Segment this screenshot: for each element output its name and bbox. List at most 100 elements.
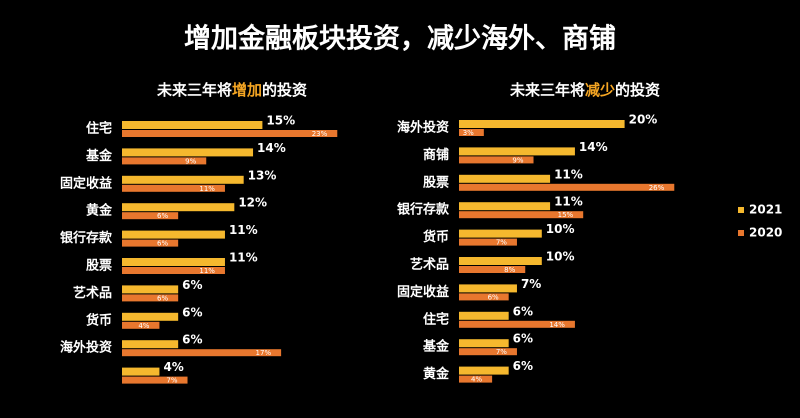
value-label: 13% (248, 168, 277, 182)
bar-2021 (122, 312, 179, 321)
subtitle-part: 增加 (232, 81, 262, 99)
bar-2021 (459, 366, 509, 375)
bar-2020 (122, 239, 179, 247)
bar-2020 (459, 293, 509, 301)
y-tick-label: 黄金 (86, 203, 113, 219)
value-label: 14% (549, 321, 565, 329)
bar-2020 (122, 294, 179, 302)
subtitle-part: 的投资 (615, 81, 660, 99)
value-label: 14% (579, 140, 608, 154)
value-label: 6% (513, 332, 533, 346)
value-label: 6% (182, 305, 202, 319)
value-label: 11% (229, 223, 258, 237)
bar-2021 (122, 230, 225, 239)
y-tick-label: 海外投资 (60, 340, 112, 356)
subtitle-part: 的投资 (262, 81, 307, 99)
value-label: 23% (312, 130, 328, 138)
y-tick-label: 住宅 (423, 311, 449, 327)
value-label: 9% (185, 157, 196, 165)
bar-2020 (122, 349, 282, 357)
y-tick-label: 银行存款 (60, 230, 113, 246)
value-label: 9% (512, 156, 523, 164)
y-tick-label: 海外投资 (397, 120, 449, 136)
value-label: 10% (546, 250, 575, 264)
value-label: 3% (463, 129, 474, 137)
bar-2021 (459, 284, 517, 293)
value-label: 11% (199, 267, 215, 275)
value-label: 4% (138, 322, 149, 330)
bar-2021 (459, 257, 542, 265)
bar-2020 (122, 376, 188, 384)
subtitle-part: 减少 (585, 81, 615, 99)
bar-2021 (459, 339, 509, 348)
bar-2021 (459, 120, 625, 128)
value-label: 14% (257, 141, 286, 155)
value-label: 8% (504, 266, 515, 274)
value-label: 6% (157, 294, 168, 302)
value-label: 4% (163, 360, 183, 374)
y-tick-label: 基金 (85, 148, 113, 164)
bar-2020 (459, 129, 484, 136)
y-tick-label: 货币 (423, 229, 449, 245)
bar-2021 (122, 340, 179, 349)
bar-2021 (122, 367, 160, 376)
y-tick-label: 基金 (422, 339, 450, 355)
value-label: 7% (496, 239, 507, 247)
value-label: 20% (629, 113, 658, 127)
bar-2020 (459, 348, 517, 356)
bar-2021 (122, 148, 254, 157)
y-tick-label: 黄金 (423, 366, 450, 382)
value-label: 11% (554, 195, 583, 209)
bar-2020 (459, 183, 675, 191)
bar-2021 (122, 285, 179, 294)
bar-2021 (459, 147, 575, 156)
chart-subtitle: 未来三年将减少的投资 (509, 81, 660, 99)
bar-2021 (459, 174, 551, 183)
value-label: 11% (554, 167, 583, 181)
value-label: 6% (182, 278, 202, 292)
value-label: 6% (513, 359, 533, 373)
y-tick-label: 股票 (423, 174, 449, 190)
value-label: 15% (558, 211, 574, 219)
y-tick-label: 固定收益 (397, 284, 449, 300)
value-label: 17% (256, 349, 272, 357)
bar-2020 (122, 130, 338, 137)
legend-label: 2021 (749, 203, 782, 217)
value-label: 4% (471, 376, 482, 384)
y-tick-label: 银行存款 (397, 202, 450, 218)
bar-2021 (122, 121, 263, 129)
chart-subtitle: 未来三年将增加的投资 (156, 81, 307, 99)
bar-2020 (459, 238, 517, 246)
bar-2021 (459, 202, 551, 211)
legend-label: 2020 (749, 226, 782, 240)
value-label: 10% (546, 222, 575, 236)
bar-2020 (122, 157, 207, 165)
value-label: 6% (488, 293, 499, 301)
value-label: 26% (649, 184, 665, 192)
value-label: 7% (521, 277, 541, 291)
y-tick-label: 艺术品 (73, 285, 112, 301)
y-tick-label: 住宅 (86, 121, 112, 137)
value-label: 11% (229, 251, 258, 265)
bar-2020 (459, 320, 575, 328)
bar-2021 (122, 258, 225, 266)
subtitle-part: 未来三年将 (156, 81, 232, 99)
value-label: 6% (157, 212, 168, 220)
bar-2020 (122, 184, 225, 192)
bar-2020 (459, 266, 526, 273)
value-label: 15% (266, 114, 295, 128)
y-tick-label: 商铺 (423, 147, 449, 163)
bar-2020 (459, 156, 534, 164)
bar-2020 (459, 375, 493, 383)
legend-swatch (738, 207, 744, 213)
bar-2021 (122, 175, 244, 184)
bar-2021 (459, 229, 542, 238)
page-title: 增加金融板块投资，减少海外、商铺 (184, 23, 616, 55)
y-tick-label: 固定收益 (60, 175, 112, 191)
value-label: 7% (496, 348, 507, 356)
y-tick-label: 货币 (86, 312, 112, 328)
y-tick-label: 艺术品 (410, 257, 449, 273)
bar-2020 (459, 211, 584, 219)
subtitle-part: 未来三年将 (509, 81, 585, 99)
